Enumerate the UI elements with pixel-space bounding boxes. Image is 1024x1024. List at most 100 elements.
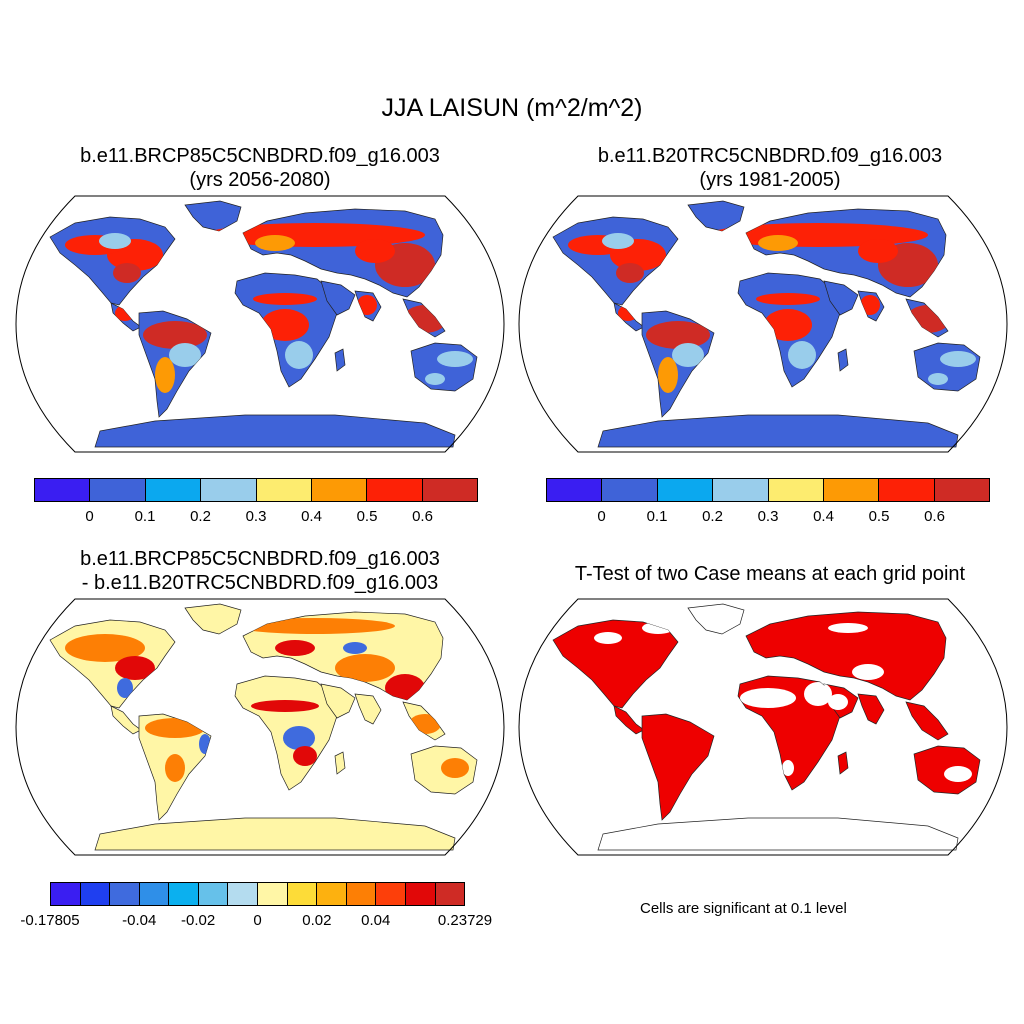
colorbar-swatch-12 [405, 883, 436, 905]
lai-diff-region [199, 734, 211, 754]
lai-diff-region [165, 754, 185, 782]
land-australia [913, 342, 981, 392]
lai-region [425, 373, 445, 385]
lai-diff-region [117, 678, 133, 698]
map-outline [15, 195, 505, 453]
lai-region [756, 293, 820, 305]
lai-diff-region [235, 618, 395, 634]
land-greenland [184, 200, 242, 232]
lai-region [858, 239, 898, 263]
land-antarctica [94, 414, 456, 448]
lai-region [708, 223, 928, 247]
lai-region [788, 341, 816, 369]
non-significant-region [828, 623, 868, 633]
colorbar-tick-label: 0 [597, 508, 606, 525]
lai-diff-region [335, 654, 395, 682]
colorbar-tick-label: 0.2 [190, 508, 211, 525]
lai-region [403, 305, 447, 333]
colorbar-swatch-1 [602, 479, 658, 501]
colorbar-tick-label: 0.1 [646, 508, 668, 525]
colorbar-swatch-8 [287, 883, 318, 905]
panel-top-right-title-line1: b.e11.B20TRC5CNBDRD.f09_g16.003 [597, 145, 943, 167]
colorbar-swatch-2 [657, 479, 714, 501]
colorbar-swatch-0 [51, 883, 81, 905]
lai-diff-region [441, 758, 469, 778]
map-outline [518, 195, 1008, 453]
colorbar-swatch-11 [376, 883, 406, 905]
land-europe-asia [745, 611, 947, 701]
lai-region [906, 305, 950, 333]
colorbar-swatch-4 [768, 479, 824, 501]
land-arabia [823, 280, 859, 316]
colorbar-swatch-7 [934, 479, 989, 501]
land-greenland [687, 200, 745, 232]
panel-top-left-title: b.e11.BRCP85C5CNBDRD.f09_g16.003 (yrs 20… [20, 144, 500, 192]
colorbar-swatch-2 [110, 883, 140, 905]
map-top-left [15, 195, 505, 453]
colorbar-swatch-4 [256, 479, 312, 501]
land-antarctica [94, 817, 456, 851]
colorbar-tick-label: 0.2 [702, 508, 723, 525]
lai-region [253, 293, 317, 305]
non-significant-region [944, 766, 972, 782]
lai-diff-region [343, 642, 367, 654]
colorbar-tick-label: 0.4 [813, 508, 834, 525]
lai-region [205, 223, 425, 247]
colorbar-swatch-0 [547, 479, 603, 501]
land-antarctica [597, 414, 959, 448]
lai-region [143, 321, 207, 349]
significance-note: Cells are significant at 0.1 level [640, 900, 847, 917]
colorbar-swatch-9 [317, 883, 347, 905]
lai-diff-region [145, 718, 205, 738]
land-madagascar [334, 751, 346, 775]
land-south-america [641, 713, 715, 821]
map-bottom-left [15, 598, 505, 856]
land-north-america [552, 619, 679, 709]
non-significant-region [782, 760, 794, 776]
lai-diff-region [283, 726, 315, 750]
land-central-america [613, 705, 645, 735]
land-greenland [184, 603, 242, 635]
lai-region [764, 309, 812, 341]
colorbar-swatch-3 [139, 883, 170, 905]
colorbar-tick-label: -0.17805 [20, 912, 80, 929]
colorbar-swatch-10 [346, 883, 377, 905]
colorbar-tick-label: 0.04 [361, 912, 391, 929]
colorbar-tick-label: 0.5 [356, 508, 378, 525]
non-significant-region [804, 682, 832, 706]
non-significant-region [828, 694, 848, 710]
colorbar-top-right [546, 478, 990, 502]
colorbar-bottom-left [50, 882, 465, 906]
colorbar-swatch-5 [198, 883, 229, 905]
lai-region [616, 263, 644, 283]
colorbar-top-left [34, 478, 478, 502]
colorbar-tick-label: 0.4 [301, 508, 322, 525]
colorbar-tick-label: 0.6 [924, 508, 945, 525]
lai-region [672, 343, 704, 367]
lai-region [155, 357, 175, 393]
lai-region [940, 351, 976, 367]
panel-top-left-title-line2: (yrs 2056-2080) [189, 169, 331, 191]
colorbar-tick-label: 0.3 [757, 508, 779, 525]
colorbar-tick-label: 0.02 [302, 912, 332, 929]
colorbar-swatch-2 [145, 479, 202, 501]
colorbar-tick-label: 0.23729 [437, 912, 493, 929]
map-outline [15, 598, 505, 856]
land-australia [410, 342, 478, 392]
map-bottom-right [518, 598, 1008, 856]
lai-region [169, 343, 201, 367]
non-significant-region [642, 622, 674, 634]
lai-diff-region [385, 674, 425, 702]
non-significant-region [594, 632, 622, 644]
lai-region [357, 295, 377, 315]
lai-region [355, 239, 395, 263]
land-india [857, 693, 885, 725]
lai-region [255, 235, 295, 251]
figure-title: JJA LAISUN (m^2/m^2) [381, 94, 643, 122]
colorbar-swatch-6 [879, 479, 935, 501]
colorbar-swatch-7 [258, 883, 288, 905]
lai-diff-region [115, 656, 155, 680]
colorbar-tick-label: 0.6 [412, 508, 433, 525]
land-greenland [687, 603, 745, 635]
colorbar-tick-label: 0 [85, 508, 94, 525]
